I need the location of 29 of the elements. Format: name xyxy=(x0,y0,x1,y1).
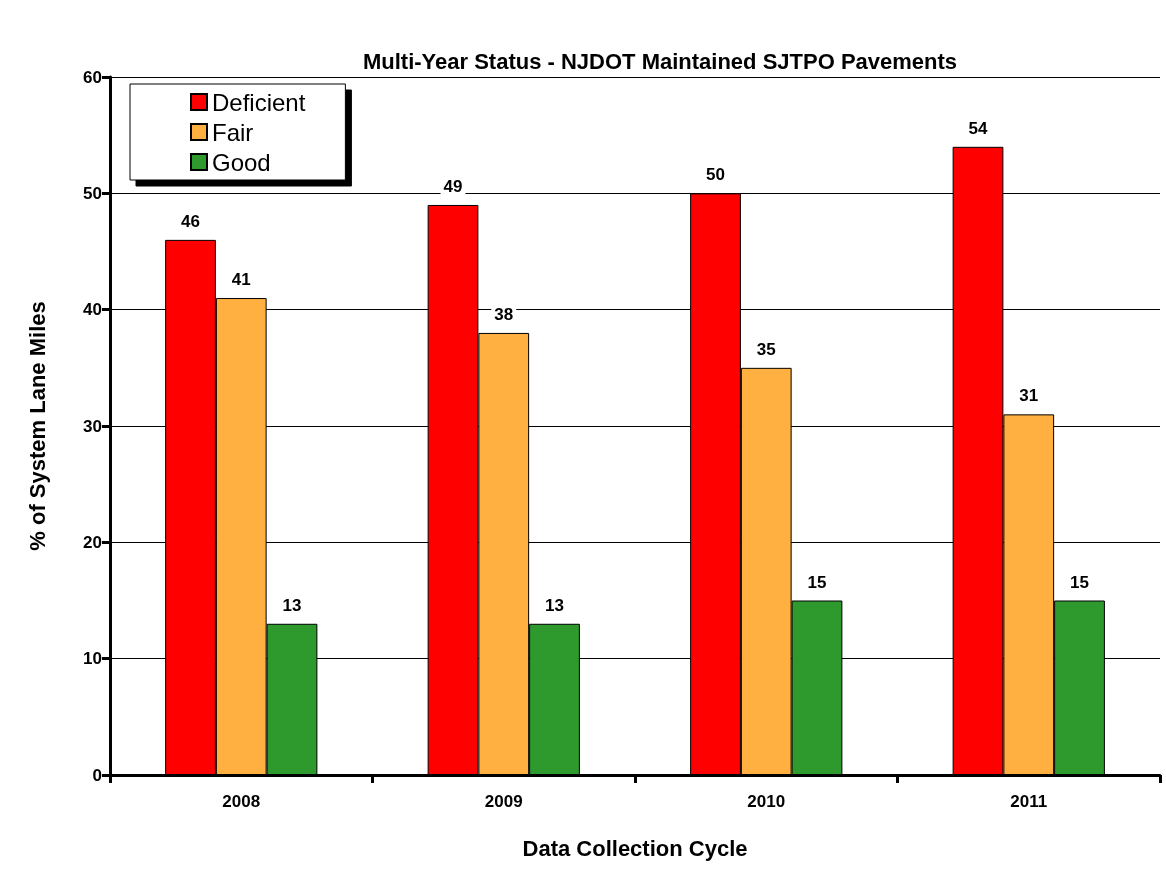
x-tick-label: 2010 xyxy=(747,792,786,811)
data-label: 15 xyxy=(807,572,827,592)
data-label: 41 xyxy=(231,270,251,290)
legend-label: Deficient xyxy=(212,88,306,116)
x-tick-label: 2011 xyxy=(1010,792,1048,811)
data-label: 35 xyxy=(756,339,776,359)
y-tick-label: 50 xyxy=(83,183,102,203)
chart-title: Multi-Year Status - NJDOT Maintained SJTPO Pavements xyxy=(362,48,958,74)
data-label: 15 xyxy=(1070,572,1089,592)
legend-label: Good xyxy=(212,148,271,176)
y-tick-label: 10 xyxy=(83,649,102,669)
data-label: 38 xyxy=(494,304,514,324)
y-tick-label: 30 xyxy=(83,416,102,436)
y-tick-label: 0 xyxy=(92,765,102,785)
data-label: 54 xyxy=(968,118,988,138)
y-axis-title: % of System Lane Miles xyxy=(24,301,50,551)
data-label: 13 xyxy=(282,595,302,615)
legend-label: Fair xyxy=(212,118,254,146)
x-axis-title: Data Collection Cycle xyxy=(522,835,748,861)
data-label: 31 xyxy=(1019,386,1039,406)
x-tick-label: 2008 xyxy=(222,792,261,811)
y-tick-label: 40 xyxy=(83,300,102,320)
data-label: 50 xyxy=(706,165,725,185)
data-label: 46 xyxy=(181,211,200,231)
y-tick-label: 60 xyxy=(83,67,102,87)
data-label: 13 xyxy=(545,595,564,615)
x-tick-label: 2009 xyxy=(484,792,523,811)
data-label: 49 xyxy=(443,176,463,196)
y-tick-label: 20 xyxy=(83,532,102,552)
